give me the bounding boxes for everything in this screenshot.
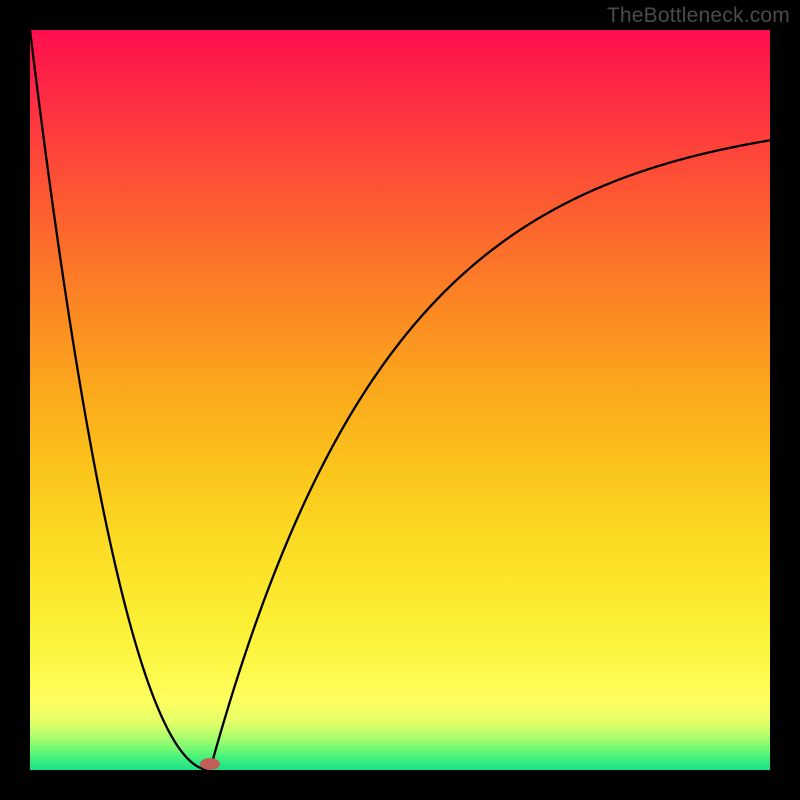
chart-svg	[0, 0, 800, 800]
minimum-marker	[200, 758, 220, 770]
watermark-text: TheBottleneck.com	[607, 4, 790, 28]
chart-stage: TheBottleneck.com	[0, 0, 800, 800]
